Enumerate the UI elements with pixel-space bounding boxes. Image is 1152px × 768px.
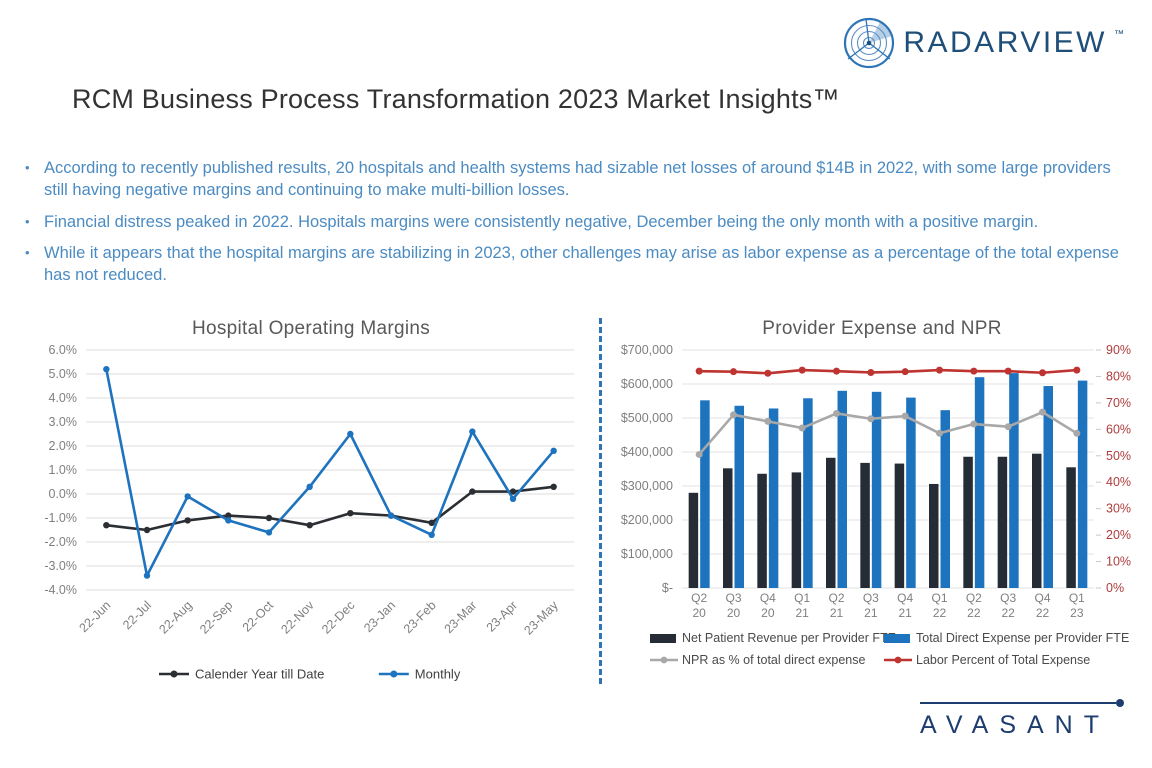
legend-item: Labor Percent of Total Expense (884, 653, 1090, 667)
hospital-margins-plot: 6.0% 5.0% 4.0% 3.0% 2.0% 1.0% 0.0% -1.0% -2.0% -3… (44, 343, 574, 682)
svg-text:-3.0%: -3.0% (44, 559, 77, 573)
svg-text:22-Aug: 22-Aug (156, 598, 194, 636)
provider-expense-plot: $700,000 $600,000 $500,000 $400,000 $300,000… (621, 343, 1131, 667)
svg-text:20: 20 (727, 606, 741, 620)
svg-text:23-Jan: 23-Jan (361, 598, 398, 635)
svg-text:5.0%: 5.0% (49, 367, 78, 381)
svg-text:Q2: Q2 (691, 591, 707, 605)
svg-text:Q1: Q1 (931, 591, 947, 605)
avasant-rule (920, 699, 1124, 707)
svg-text:$600,000: $600,000 (621, 377, 673, 391)
svg-text:21: 21 (898, 606, 912, 620)
svg-text:22: 22 (933, 606, 947, 620)
svg-text:23-May: 23-May (521, 598, 561, 638)
svg-text:Net Patient Revenue per Provid: Net Patient Revenue per Provider FTE (682, 631, 896, 645)
svg-text:90%: 90% (1106, 343, 1131, 357)
svg-text:-2.0%: -2.0% (44, 535, 77, 549)
avasant-dot (1116, 699, 1124, 707)
svg-text:$200,000: $200,000 (621, 513, 673, 527)
avasant-logo: AVASANT (920, 699, 1124, 740)
svg-text:20: 20 (692, 606, 706, 620)
chart-title: Hospital Operating Margins (191, 318, 431, 339)
svg-text:$400,000: $400,000 (621, 445, 673, 459)
svg-text:Q2: Q2 (966, 591, 982, 605)
radarview-wordmark: RADARVIEW (903, 26, 1107, 59)
svg-text:60%: 60% (1106, 422, 1131, 436)
svg-text:22-Nov: 22-Nov (278, 598, 317, 637)
svg-text:Q1: Q1 (794, 591, 810, 605)
radarview-trademark: ™ (1114, 28, 1124, 40)
svg-text:22-Sep: 22-Sep (197, 598, 235, 636)
svg-text:50%: 50% (1106, 449, 1131, 463)
radar-icon (844, 17, 895, 69)
svg-text:0.0%: 0.0% (49, 487, 78, 501)
svg-text:80%: 80% (1106, 369, 1131, 383)
svg-text:Total Direct Expense per Provi: Total Direct Expense per Provider FTE (916, 631, 1129, 645)
svg-text:23: 23 (1070, 606, 1084, 620)
svg-text:Q3: Q3 (863, 591, 879, 605)
svg-text:23-Mar: 23-Mar (442, 598, 480, 636)
svg-text:20: 20 (761, 606, 775, 620)
svg-text:22: 22 (967, 606, 981, 620)
legend-item: Total Direct Expense per Provider FTE (884, 631, 1129, 645)
svg-text:-1.0%: -1.0% (44, 511, 77, 525)
svg-text:Q1: Q1 (1069, 591, 1085, 605)
svg-text:22: 22 (1001, 606, 1015, 620)
svg-text:21: 21 (830, 606, 844, 620)
legend-item: Net Patient Revenue per Provider FTE (650, 631, 896, 645)
bullet-item: While it appears that the hospital margi… (18, 243, 1126, 287)
svg-text:10%: 10% (1106, 555, 1131, 569)
chart-title: Provider Expense and NPR (762, 318, 1002, 339)
svg-text:0%: 0% (1106, 581, 1124, 595)
chart-divider (599, 318, 602, 684)
svg-text:2.0%: 2.0% (49, 439, 78, 453)
svg-text:70%: 70% (1106, 396, 1131, 410)
legend-item: Calender Year till Date (159, 667, 324, 682)
svg-text:21: 21 (864, 606, 878, 620)
bullet-item: According to recently published results,… (18, 158, 1126, 202)
provider-expense-npr-chart: Provider Expense and NPR $700,000 $600,00… (612, 316, 1152, 693)
svg-text:$500,000: $500,000 (621, 411, 673, 425)
svg-text:-4.0%: -4.0% (44, 583, 77, 597)
svg-text:20%: 20% (1106, 528, 1131, 542)
svg-text:Q4: Q4 (1034, 591, 1050, 605)
svg-text:NPR as % of total direct expen: NPR as % of total direct expense (682, 653, 865, 667)
svg-text:$300,000: $300,000 (621, 479, 673, 493)
svg-text:22: 22 (1036, 606, 1050, 620)
bullet-item: Financial distress peaked in 2022. Hospi… (18, 212, 1126, 234)
svg-text:30%: 30% (1106, 502, 1131, 516)
svg-text:Q2: Q2 (828, 591, 844, 605)
svg-text:1.0%: 1.0% (49, 463, 78, 477)
radarview-logo: RADARVIEW ™ (842, 16, 1124, 70)
svg-text:22-Oct: 22-Oct (240, 598, 277, 635)
bullet-list: According to recently published results,… (18, 158, 1126, 297)
svg-text:23-Apr: 23-Apr (484, 598, 520, 634)
svg-text:Labor Percent of Total Expense: Labor Percent of Total Expense (916, 653, 1090, 667)
svg-text:22-Dec: 22-Dec (319, 598, 357, 636)
svg-text:Q3: Q3 (725, 591, 741, 605)
svg-text:3.0%: 3.0% (49, 415, 78, 429)
svg-text:Q3: Q3 (1000, 591, 1016, 605)
svg-text:40%: 40% (1106, 475, 1131, 489)
svg-text:Q4: Q4 (760, 591, 776, 605)
hospital-operating-margins-chart: Hospital Operating Margins 6.0% 5.0% 4.0% 3… (28, 316, 594, 697)
svg-text:$100,000: $100,000 (621, 547, 673, 561)
svg-text:$700,000: $700,000 (621, 343, 673, 357)
svg-text:Calender Year till Date: Calender Year till Date (195, 667, 324, 682)
svg-text:4.0%: 4.0% (49, 391, 78, 405)
svg-text:23-Feb: 23-Feb (401, 598, 439, 636)
svg-text:21: 21 (795, 606, 809, 620)
svg-text:22-Jun: 22-Jun (77, 598, 114, 635)
svg-text:Q4: Q4 (897, 591, 913, 605)
svg-text:Monthly: Monthly (415, 667, 461, 682)
svg-text:6.0%: 6.0% (49, 343, 78, 357)
svg-text:22-Jul: 22-Jul (120, 598, 154, 632)
avasant-wordmark: AVASANT (920, 711, 1110, 739)
legend-item: Monthly (378, 667, 461, 682)
legend-item: NPR as % of total direct expense (650, 653, 865, 667)
svg-text:$-: $- (662, 581, 673, 595)
page-title: RCM Business Process Transformation 2023… (72, 84, 840, 114)
